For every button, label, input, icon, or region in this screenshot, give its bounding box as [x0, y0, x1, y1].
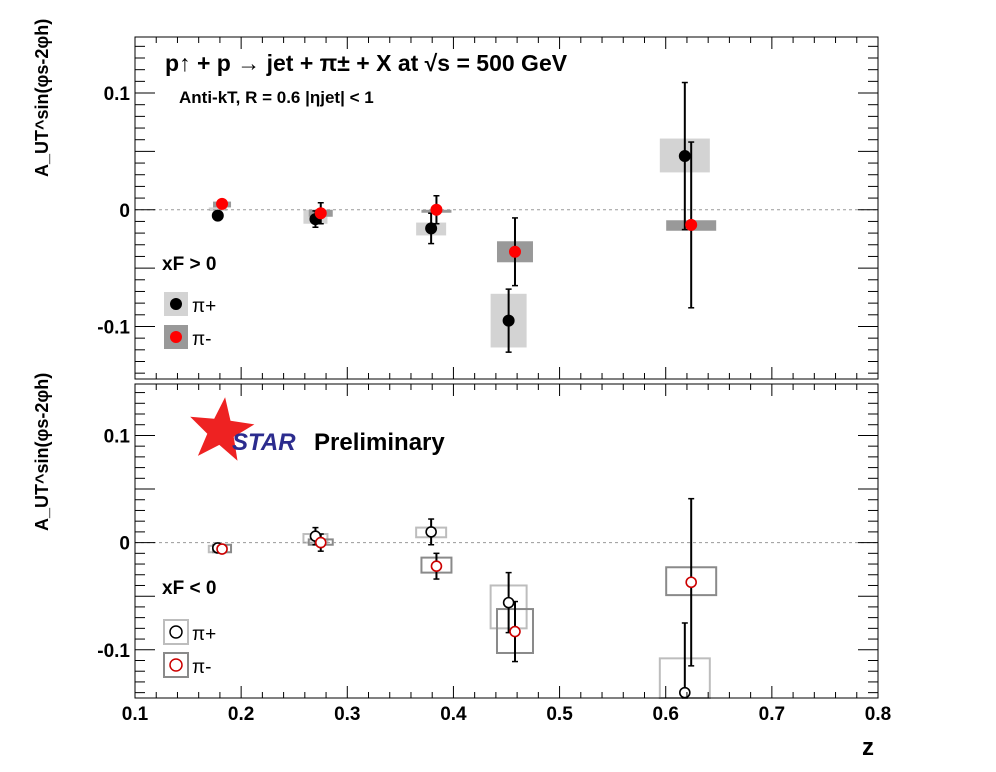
star-logo-text: STAR: [232, 429, 296, 456]
legend-marker: [169, 658, 183, 672]
x-tick-label: 0.3: [334, 704, 360, 725]
x-axis-title: z: [862, 734, 874, 762]
y-tick-label: 0: [119, 201, 130, 222]
star-preliminary-badge: STAR Preliminary: [190, 397, 445, 461]
y-tick-label: 0.1: [104, 84, 131, 105]
legend-label: π+: [192, 296, 216, 317]
y-tick-label: 0.1: [104, 426, 131, 447]
data-point: [502, 596, 515, 609]
data-point: [679, 686, 691, 699]
y-tick-label: 0: [119, 534, 130, 555]
top-panel-subtitle: Anti-kT, R = 0.6 |ηjet| < 1: [179, 88, 374, 108]
subtitle-text: Anti-kT, R = 0.6 |ηjet| < 1: [179, 88, 374, 107]
data-point: [425, 222, 438, 235]
data-point: [430, 560, 443, 572]
legend-marker: [170, 331, 182, 343]
x-tick-label: 0.1: [122, 704, 149, 725]
legend-marker: [169, 625, 183, 639]
bottom-condition-label: xF < 0: [162, 578, 216, 600]
top-condition-label: xF > 0: [162, 254, 216, 276]
data-point: [430, 203, 443, 216]
bottom-y-axis-title: A_UT^sin(φs-2φh): [23, 373, 55, 531]
y-tick-label: -0.1: [97, 317, 130, 338]
legend-swatch: [163, 619, 189, 645]
frames-layer: [134, 36, 879, 699]
systematic-band: [208, 207, 227, 211]
data-point: [216, 197, 229, 210]
data-point: [685, 218, 698, 231]
data-point: [502, 314, 515, 327]
x-tick-label: 0.8: [865, 704, 891, 725]
x-tick-label: 0.7: [759, 704, 785, 725]
ticks-layer: [134, 37, 879, 698]
data-point: [314, 536, 327, 549]
panel-frame: [134, 36, 879, 380]
panel-frame: [134, 383, 879, 699]
xf-positive-label: xF > 0: [162, 254, 217, 275]
x-tick-label: 0.4: [440, 704, 467, 725]
legend-marker: [170, 298, 182, 310]
xf-negative-label: xF < 0: [162, 578, 217, 599]
reference-lines-layer: [135, 209, 878, 544]
data-point: [314, 207, 327, 220]
data-point: [216, 543, 228, 555]
title-text: p↑ + p → jet + π± + X at √s = 500 GeV: [165, 50, 568, 76]
data-point: [425, 526, 437, 538]
star-logo-icon: [190, 397, 255, 461]
legend-label: π+: [192, 624, 216, 645]
bottom-y-axis-title-text: A_UT^sin(φs-2φh): [32, 372, 52, 531]
x-tick-label: 0.5: [546, 704, 573, 725]
top-y-axis-title-text: A_UT^sin(φs-2φh): [32, 18, 52, 177]
legend-label: π-: [192, 329, 211, 350]
data-point: [508, 245, 521, 258]
y-tick-label: -0.1: [97, 641, 130, 662]
data-point: [509, 625, 521, 638]
preliminary-label: Preliminary: [314, 429, 445, 456]
data-point: [685, 576, 697, 589]
legend-label: π-: [192, 657, 211, 678]
x-tick-label: 0.6: [653, 704, 679, 725]
x-tick-label: 0.2: [228, 704, 254, 725]
tick-labels-layer: -0.1 0 0.1 -0.1 0 0.1 0.1 0.2 0.3 0.4 0.5 0.6 0.7 0.8: [97, 84, 891, 725]
x-axis-title-text: z: [862, 734, 874, 761]
data-point: [678, 150, 691, 163]
data-point: [211, 209, 224, 222]
top-panel-title: p↑ + p → jet + π± + X at √s = 500 GeV: [165, 50, 567, 77]
legend-layer: π+ π-π+ π-: [163, 292, 216, 678]
top-y-axis-title: A_UT^sin(φs-2φh): [23, 19, 55, 177]
